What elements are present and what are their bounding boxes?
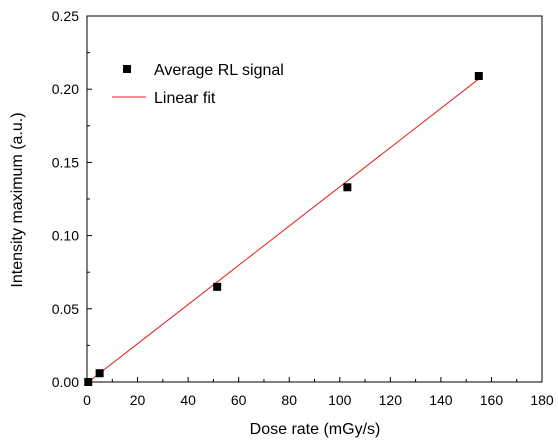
data-point <box>95 369 104 378</box>
y-tick-label: 0.15 <box>52 154 79 170</box>
data-point <box>213 282 222 291</box>
x-tick-label: 160 <box>480 392 504 408</box>
data-point <box>474 72 483 81</box>
data-point <box>84 378 93 386</box>
data-point <box>343 183 352 192</box>
x-tick-label: 100 <box>328 392 352 408</box>
x-tick-label: 80 <box>281 392 297 408</box>
x-tick-label: 0 <box>83 392 91 408</box>
y-axis-title: Intensity maximum (a.u.) <box>9 112 26 287</box>
linear-fit-line <box>87 78 480 383</box>
y-tick-label: 0.10 <box>52 228 79 244</box>
y-tick-label: 0.00 <box>52 374 79 390</box>
legend-label-average-rl-signal: Average RL signal <box>154 62 284 79</box>
legend: Average RL signal Linear fit <box>112 62 284 107</box>
x-tick-label: 40 <box>180 392 196 408</box>
x-axis-title: Dose rate (mGy/s) <box>250 421 381 438</box>
x-tick-label: 140 <box>429 392 453 408</box>
legend-marker-average-rl-signal <box>123 65 131 73</box>
fit-layer <box>87 78 480 383</box>
legend-label-linear-fit: Linear fit <box>154 90 216 107</box>
x-tick-label: 120 <box>379 392 403 408</box>
y-tick-label: 0.05 <box>52 301 79 317</box>
x-tick-label: 60 <box>231 392 247 408</box>
point-layer <box>84 72 483 386</box>
y-tick-label: 0.25 <box>52 8 79 24</box>
y-axis-ticks: 0.00 0.05 0.10 0.15 0.20 0.25 <box>52 8 92 390</box>
x-tick-label: 180 <box>530 392 554 408</box>
x-tick-label: 20 <box>130 392 146 408</box>
y-tick-label: 0.20 <box>52 81 79 97</box>
x-axis-ticks: 0 20 40 60 80 100 120 140 160 180 <box>83 377 554 408</box>
